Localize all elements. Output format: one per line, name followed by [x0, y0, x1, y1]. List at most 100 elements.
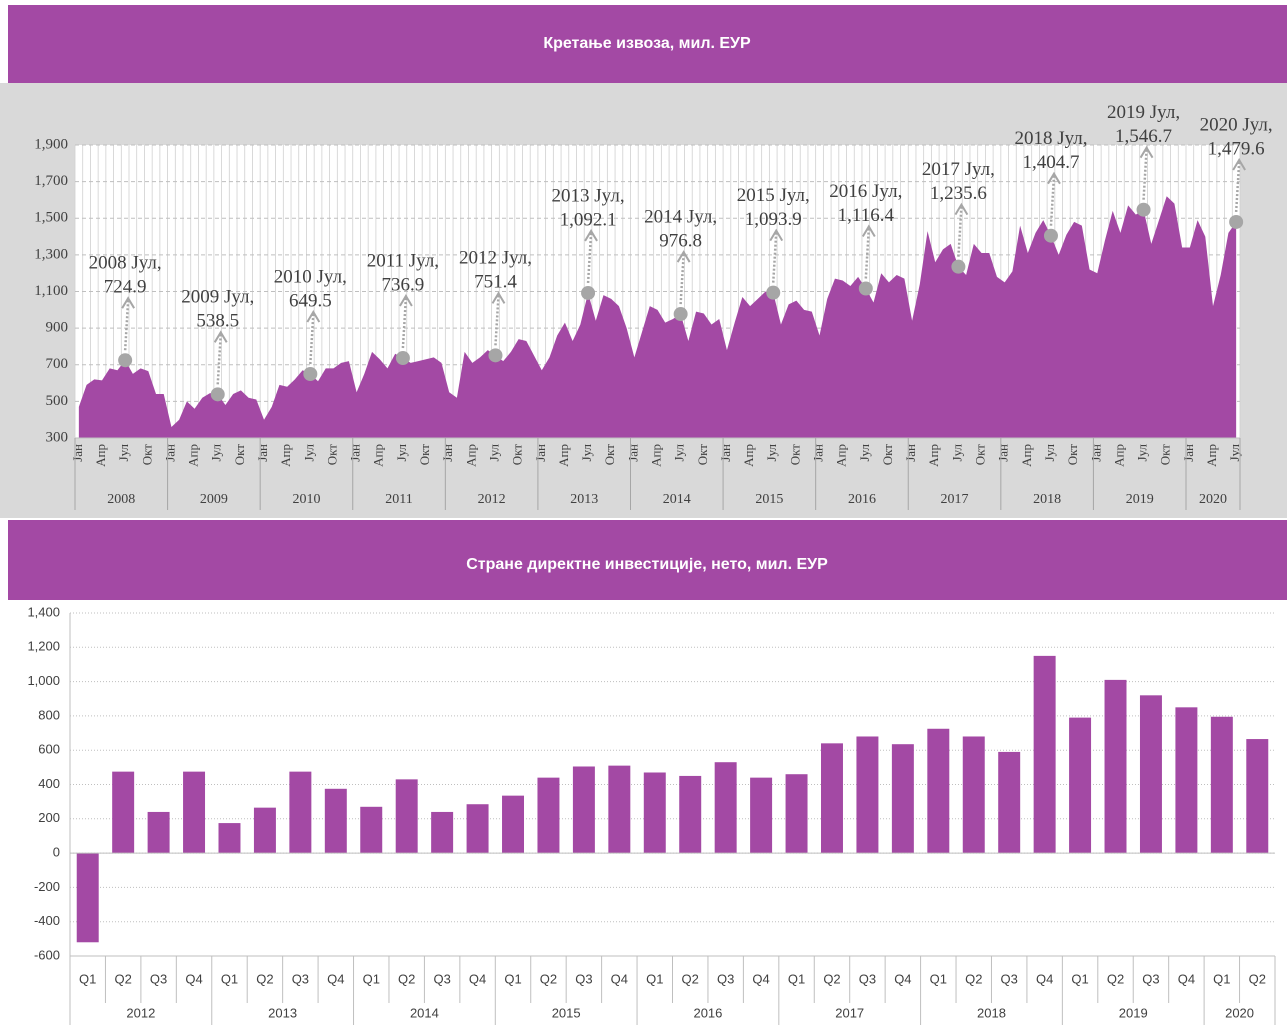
arrow-head [1232, 158, 1246, 171]
data-label: 1,546.7 [1115, 126, 1172, 147]
x-tick-label: Јул [301, 443, 316, 461]
x-tick-label: Q1 [1071, 971, 1088, 986]
x-tick-label: Окт [695, 444, 710, 466]
annotation-arrow [679, 253, 685, 305]
x-tick-label: Јул [579, 443, 594, 461]
y-tick-label: 1,300 [34, 246, 68, 262]
x-tick-label: Q4 [1178, 971, 1195, 986]
bar [1175, 707, 1198, 854]
x-tick-label: Апр [834, 444, 849, 467]
annotation-arrow [216, 334, 222, 385]
x-tick-label: Q1 [646, 971, 663, 986]
marker [488, 348, 503, 363]
y-tick-label: -200 [34, 879, 60, 894]
annotation: 2008 Јул, [89, 253, 162, 274]
x-tick-label: Јул [394, 443, 409, 461]
x-tick-label: Јан [903, 444, 918, 462]
arrow-head [676, 250, 691, 263]
bar [785, 774, 808, 854]
x-tick-label: Окт [787, 444, 802, 466]
x-tick-label: Апр [648, 444, 663, 467]
x-tick-label: Q4 [469, 971, 486, 986]
marker [858, 281, 873, 296]
bar [1139, 695, 1162, 854]
annotation-arrow [957, 206, 963, 257]
y-tick-label: -600 [34, 947, 60, 962]
annotation: 2011 Јул, [367, 250, 439, 271]
annotation-arrow [401, 297, 408, 349]
bar [537, 777, 560, 854]
x-tick-label: Апр [556, 444, 571, 467]
group-label: 2017 [941, 492, 969, 507]
bar [998, 751, 1021, 854]
marker [1229, 214, 1244, 229]
group-label: 2013 [570, 492, 598, 507]
annotation-arrow [494, 295, 500, 346]
arrow-head [121, 296, 136, 309]
x-tick-label: Јан [440, 444, 455, 462]
x-tick-label: Јул [1135, 443, 1150, 461]
bar [572, 766, 595, 854]
x-tick-label: Q3 [433, 971, 450, 986]
x-tick-label: Апр [463, 444, 478, 467]
arrow-head [213, 330, 228, 343]
group-label: 2015 [755, 492, 783, 507]
x-tick-label: Окт [510, 444, 525, 466]
y-tick-label: 1,400 [27, 604, 60, 619]
x-tick-label: Јан [70, 444, 85, 462]
bar [1104, 679, 1127, 854]
x-tick-label: Q4 [752, 971, 769, 986]
data-label: 724.9 [104, 277, 147, 298]
y-tick-label: 800 [38, 707, 60, 722]
x-tick-label: Јул [1042, 443, 1057, 461]
group-label: 2011 [385, 492, 412, 507]
bar [1210, 716, 1233, 854]
bar [253, 807, 276, 854]
group-label: 2019 [1126, 492, 1154, 507]
x-tick-label: Јул [949, 443, 964, 461]
y-tick-label: 0 [53, 845, 60, 860]
x-tick-label: Q2 [682, 971, 699, 986]
x-tick-label: Јул [764, 443, 779, 461]
bar [502, 795, 525, 854]
annotation-arrow [123, 300, 130, 351]
x-tick-label: Окт [973, 444, 988, 466]
group-label: 2013 [268, 1005, 297, 1020]
x-tick-label: Апр [1019, 444, 1034, 467]
data-label: 649.5 [289, 290, 332, 311]
data-label: 538.5 [196, 311, 239, 332]
x-tick-label: Q2 [1107, 971, 1124, 986]
x-tick-label: Q4 [1036, 971, 1053, 986]
bar [891, 744, 914, 854]
y-tick-label: 500 [46, 393, 69, 409]
x-tick-label: Јул [1227, 443, 1242, 461]
arrow-head [1139, 145, 1154, 159]
bar [1069, 717, 1092, 854]
group-label: 2010 [292, 492, 320, 507]
data-label: 1,404.7 [1022, 152, 1079, 173]
group-label: 2019 [1119, 1005, 1148, 1020]
x-tick-label: Q1 [221, 971, 238, 986]
annotation-arrow [771, 232, 778, 283]
x-tick-label: Q1 [1213, 971, 1230, 986]
bar [324, 788, 347, 854]
bar [820, 743, 843, 854]
annotation: 2013 Јул, [552, 185, 625, 206]
arrow-head [584, 229, 598, 242]
y-tick-label: 1,700 [34, 173, 68, 189]
bar [289, 771, 312, 854]
marker [303, 366, 318, 381]
x-tick-label: Q2 [398, 971, 415, 986]
x-tick-label: Апр [371, 444, 386, 467]
bar [218, 823, 241, 854]
x-tick-label: Јан [811, 444, 826, 462]
y-tick-label: 700 [46, 356, 69, 372]
bar [395, 779, 418, 854]
x-tick-label: Q4 [611, 971, 628, 986]
header-band [8, 5, 1287, 83]
x-tick-label: Јан [625, 444, 640, 462]
annotation: 2010 Јул, [274, 266, 347, 287]
y-tick-label: 900 [46, 320, 69, 336]
bar [431, 811, 454, 854]
